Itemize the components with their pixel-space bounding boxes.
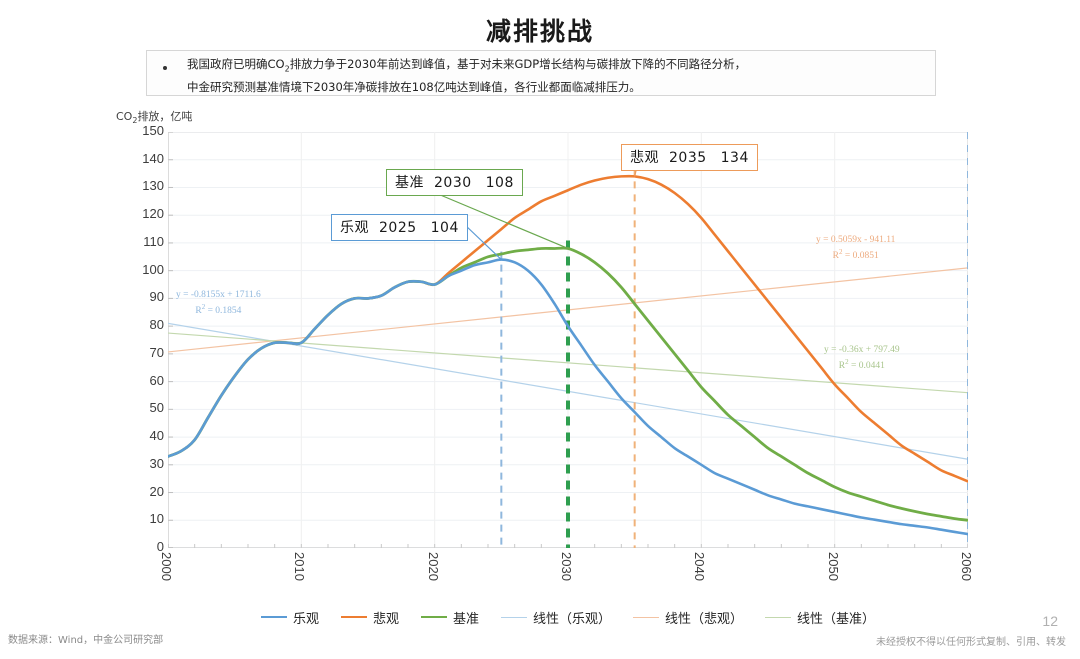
legend-item-2[interactable]: 基准: [420, 608, 479, 627]
legend-item-5[interactable]: 线性（基准）: [765, 608, 875, 627]
callout-pessimistic-year: 2035: [669, 150, 707, 166]
legend-label: 乐观: [292, 611, 319, 627]
y-tick-label: 70: [149, 344, 164, 360]
x-tick-label: 2060: [959, 552, 974, 581]
y-tick-label: 130: [142, 178, 164, 194]
page-title: 减排挑战: [485, 17, 594, 46]
summary-line1-part1: 我国政府已明确CO: [187, 57, 285, 71]
x-tick-label: 2010: [292, 552, 308, 581]
legend-label: 线性（乐观）: [533, 611, 612, 627]
equation-linear-pessimistic: y = 0.5059x - 941.11 R2 = 0.0851: [816, 234, 895, 262]
y-axis-title-prefix: CO: [116, 110, 133, 123]
legend-label: 线性（悲观）: [665, 611, 744, 627]
legend-swatch-icon: [260, 616, 287, 618]
legend-item-0[interactable]: 乐观: [260, 608, 319, 627]
y-axis-title-suffix: 排放，亿吨: [137, 110, 193, 123]
summary-callout-box: 我国政府已明确CO2排放力争于2030年前达到峰值，基于对未来GDP增长结构与碳…: [146, 50, 936, 96]
equation-linear-pessimistic-formula: y = 0.5059x - 941.11: [816, 235, 896, 245]
y-tick-label: 100: [142, 261, 164, 277]
legend-swatch-icon: [765, 616, 792, 618]
callout-optimistic-year: 2025: [379, 220, 417, 236]
y-tick-label: 40: [149, 428, 164, 444]
callout-baseline-value: 108: [485, 175, 514, 191]
x-axis-tick-labels: 2000 2010 2020 2030 2040 2050 2060: [159, 552, 974, 607]
callout-pessimistic-value: 134: [720, 150, 749, 166]
chart-plot-area: [168, 132, 968, 548]
y-tick-label: 90: [149, 289, 164, 305]
equation-linear-baseline-r2: R2 = 0.0441: [838, 358, 885, 372]
legend-item-3[interactable]: 线性（乐观）: [501, 608, 611, 627]
y-tick-label: 0: [156, 539, 164, 554]
callout-pessimistic[interactable]: 悲观 2035 134: [621, 144, 758, 171]
callout-baseline[interactable]: 基准 2030 108: [386, 169, 523, 196]
equation-linear-optimistic-r2: R2 = 0.1854: [195, 303, 242, 317]
x-tick-label: 2020: [425, 552, 441, 581]
y-tick-label: 10: [149, 511, 164, 527]
y-axis-title-sub: 2: [132, 116, 138, 126]
summary-line1-part2: 排放力争于2030年前达到峰值，基于对未来GDP增长结构与碳排放下降的不同路径分…: [289, 57, 747, 71]
y-tick-label: 20: [149, 483, 164, 499]
y-axis-tick-labels: 0 10 20 30 40 50 60 70 80 90 100 110 120 130 140 150: [120, 123, 164, 554]
x-tick-label: 2000: [159, 552, 174, 581]
legend-swatch-icon: [420, 616, 447, 618]
y-tick-label: 60: [149, 372, 164, 388]
callout-baseline-name: 基准: [395, 175, 424, 191]
y-axis-title: CO2排放，亿吨: [116, 108, 192, 125]
equation-linear-baseline: y = -0.36x + 797.49 R2 = 0.0441: [824, 344, 900, 372]
legend-swatch-icon: [340, 616, 367, 618]
callout-leader-line: [463, 223, 502, 261]
legend-label: 基准: [452, 611, 479, 627]
y-tick-label: 120: [142, 206, 164, 222]
y-tick-label: 150: [142, 123, 164, 138]
equation-linear-baseline-formula: y = -0.36x + 797.49: [824, 345, 900, 355]
callout-pessimistic-name: 悲观: [630, 150, 659, 166]
y-tick-label: 30: [149, 455, 164, 471]
x-tick-label: 2030: [559, 552, 574, 581]
legend-swatch-icon: [633, 616, 660, 618]
co2-subscript: 2: [284, 64, 290, 74]
equation-linear-optimistic-formula: y = -0.8155x + 1711.6: [176, 290, 261, 300]
legend-label: 线性（基准）: [797, 611, 876, 627]
legend-item-4[interactable]: 线性（悲观）: [633, 608, 743, 627]
y-tick-label: 140: [142, 150, 164, 166]
x-tick-label: 2040: [692, 552, 708, 581]
summary-line2: 中金研究预测基准情境下2030年净碳排放在108亿吨达到峰值，各行业都面临减排压…: [187, 80, 641, 95]
x-tick-label: 2050: [825, 552, 841, 581]
callout-optimistic-name: 乐观: [340, 220, 369, 236]
y-tick-label: 80: [149, 317, 164, 333]
y-tick-label: 110: [143, 233, 164, 249]
equation-linear-optimistic: y = -0.8155x + 1711.6 R2 = 0.1854: [176, 289, 261, 317]
series-line-乐观: [168, 258, 968, 536]
equation-linear-pessimistic-r2: R2 = 0.0851: [832, 248, 879, 262]
callout-baseline-year: 2030: [434, 175, 472, 191]
footer-notice: 未经授权不得以任何形式复制、引用、转发: [876, 637, 1066, 648]
callout-optimistic-value: 104: [430, 220, 459, 236]
legend-swatch-icon: [501, 616, 527, 618]
legend-item-1[interactable]: 悲观: [340, 608, 399, 627]
chart-svg: [168, 132, 968, 548]
chart-legend: 乐观 悲观 基准 线性（乐观） 线性（悲观） 线性（基准）: [168, 606, 968, 628]
callout-optimistic[interactable]: 乐观 2025 104: [331, 214, 468, 241]
legend-label: 悲观: [372, 611, 399, 627]
page-number: 12: [1042, 613, 1058, 629]
summary-text: 我国政府已明确CO2排放力争于2030年前达到峰值，基于对未来GDP增长结构与碳…: [187, 55, 927, 97]
y-tick-label: 50: [149, 400, 164, 416]
bullet-marker-icon: [163, 66, 167, 70]
callout-leader-line: [437, 193, 569, 250]
footer-source: 数据来源：Wind，中金公司研究部: [8, 635, 164, 646]
